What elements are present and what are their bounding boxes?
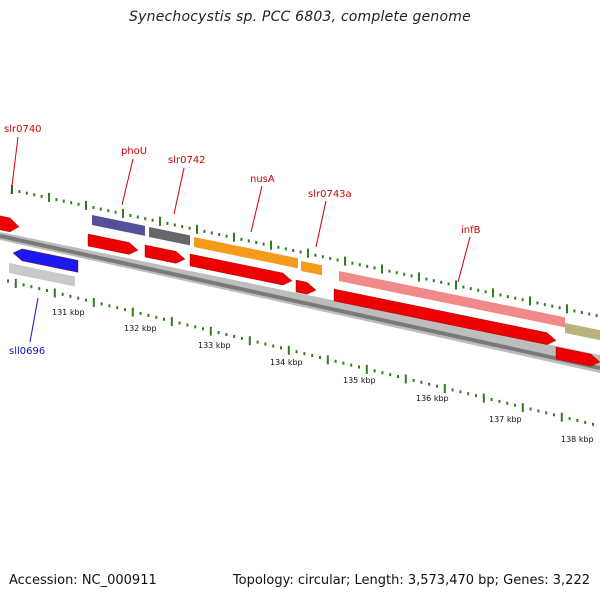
gene-label-slr0743a: slr0743a	[308, 189, 352, 200]
kbp-label: 136 kbp	[416, 394, 449, 403]
accession-text: Accession: NC_000911	[9, 573, 157, 588]
cds-arrow	[333, 288, 557, 345]
kbp-label: 131 kbp	[52, 308, 85, 317]
gene-bar-slr0743a	[301, 261, 322, 276]
leader-line-sll0696	[29, 297, 39, 343]
kbp-label: 135 kbp	[343, 376, 376, 385]
cds-arrow	[87, 233, 139, 255]
kbp-label: 134 kbp	[270, 358, 303, 367]
gene-label-infB: infB	[461, 225, 481, 236]
cds-arrow	[295, 279, 317, 295]
gene-bar-slr0742	[149, 227, 190, 246]
cds-arrow	[144, 244, 186, 264]
gene-arrow-sll0696	[12, 248, 79, 273]
leader-line-slr0740	[10, 136, 19, 195]
page-title: Synechocystis sp. PCC 6803, complete gen…	[129, 9, 471, 25]
gene-bar-phoU	[92, 215, 145, 236]
leader-line-infB	[457, 236, 471, 283]
gene-bar-sll0696	[9, 263, 75, 287]
gene-bar-next	[565, 323, 600, 341]
leader-line-nusA	[250, 185, 263, 233]
gene-label-phoU: phoU	[121, 146, 147, 157]
gene-label-nusA: nusA	[250, 174, 275, 185]
kbp-label: 137 kbp	[489, 415, 522, 424]
kbp-label: 132 kbp	[124, 324, 157, 333]
cds-arrow	[189, 253, 293, 286]
gene-label-sll0696: sll0696	[9, 346, 45, 357]
backbone-layer	[0, 232, 600, 373]
kbp-label: 138 kbp	[561, 435, 594, 444]
genome-info-text: Topology: circular; Length: 3,573,470 bp…	[232, 573, 590, 588]
cds-arrow	[555, 346, 600, 367]
tick-layer	[7, 185, 598, 426]
gene-bar-infB	[339, 271, 565, 328]
leader-line-slr0742	[173, 167, 185, 215]
feature-layer	[0, 215, 600, 367]
gene-bar-nusA	[194, 237, 298, 269]
gene-label-slr0742: slr0742	[168, 155, 206, 166]
genome-backbone	[0, 234, 600, 370]
leader-line-phoU	[121, 158, 134, 206]
kbp-label: 133 kbp	[198, 341, 231, 350]
leader-line-slr0743a	[315, 200, 327, 248]
gene-label-slr0740: slr0740	[4, 124, 42, 135]
gene-bar-slr0740	[0, 215, 20, 233]
label-layer: 131 kbp 132 kbp 133 kbp 134 kbp 135 kbp 136 k…	[4, 124, 594, 444]
